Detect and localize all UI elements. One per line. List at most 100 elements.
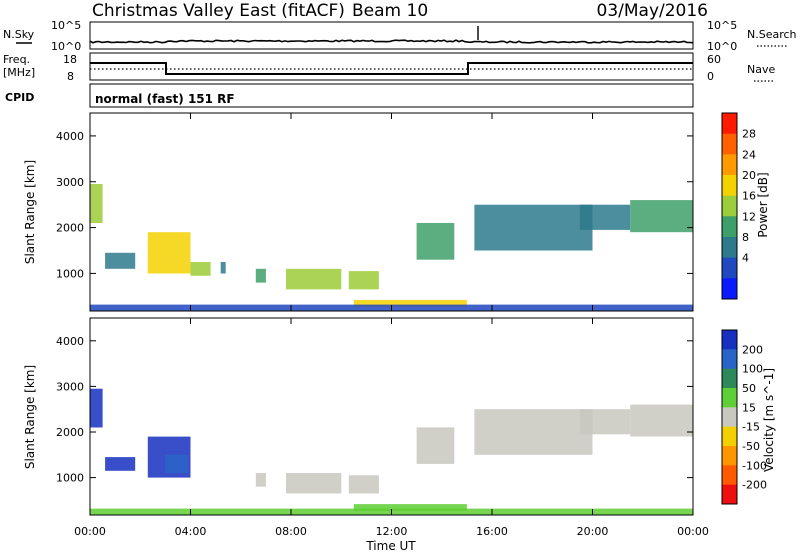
power-panel: 1000 2000 3000 4000 Slant Range [km] 28 24 20…: [23, 112, 770, 312]
power-echo-region: [579, 204, 631, 230]
power-echo-region: [630, 200, 693, 233]
colorbar-swatch: [722, 216, 737, 238]
velocity-echo-region: [474, 409, 593, 455]
freq-left-tick-top: 18: [63, 53, 77, 66]
velocity-ylabel: Slant Range [km]: [23, 365, 37, 469]
power-ylabel: Slant Range [km]: [23, 160, 37, 264]
colorbar-swatch: [722, 237, 737, 259]
x-tick-label: 16:00: [476, 525, 508, 538]
velocity-echo-region: [348, 475, 379, 494]
velocity-echo-region: [579, 409, 631, 435]
colorbar-tick-label: -200: [742, 479, 767, 492]
colorbar-tick-label: 20: [742, 169, 756, 182]
power-x-ticks: [89, 113, 694, 311]
colorbar-swatch: [722, 446, 737, 466]
power-echo-region: [147, 232, 191, 274]
freq-panel: Freq. [MHz] 18 8 60 0 Nave: [3, 52, 775, 83]
colorbar-tick-label: 28: [742, 128, 756, 141]
colorbar-swatch: [722, 195, 737, 217]
colorbar-swatch: [722, 330, 737, 350]
colorbar-tick-label: 16: [742, 190, 756, 203]
velocity-echo-region: [165, 454, 188, 473]
colorbar-swatch: [722, 113, 737, 135]
colorbar-swatch: [722, 257, 737, 279]
cpid-label: CPID: [5, 91, 34, 104]
colorbar-swatch: [722, 407, 737, 428]
noise-right-tick-top: 10^5: [707, 19, 737, 32]
colorbar-frame: [721, 329, 738, 505]
y-tick-label: 4000: [56, 130, 84, 143]
y-tick-label: 1000: [56, 267, 84, 280]
noise-sky-trace: [89, 39, 694, 44]
power-echo-region: [348, 271, 379, 290]
velocity-panel: 1000 2000 3000 4000 00:00 04:00 08:00 12:00 16:…: [23, 317, 776, 538]
x-tick-label: 04:00: [175, 525, 207, 538]
noise-right-tick-bottom: 10^0: [707, 40, 737, 53]
freq-label-2: [MHz]: [3, 66, 35, 79]
velocity-echo-region: [286, 473, 342, 494]
freq-trace: [90, 62, 693, 75]
freq-label-1: Freq.: [3, 53, 30, 66]
noise-frame: [89, 21, 694, 50]
noise-left-tick-top: 10^5: [51, 19, 81, 32]
noise-panel: N.Sky 10^5 10^0 10^5 10^0 N.Search: [3, 19, 797, 53]
beam-label: Beam 10: [352, 1, 428, 21]
power-echo-region: [474, 204, 593, 251]
power-echo-region: [416, 223, 455, 260]
freq-frame: [89, 52, 694, 81]
freq-right-tick-top: 60: [707, 53, 721, 66]
power-y-ticks: 1000 2000 3000 4000: [56, 130, 693, 280]
colorbar-tick-label: 200: [742, 343, 763, 356]
colorbar-swatch: [722, 278, 737, 300]
colorbar-frame: [721, 112, 738, 300]
colorbar-swatch: [722, 349, 737, 370]
nave-label: Nave: [747, 63, 775, 76]
colorbar-swatch: [722, 465, 737, 486]
colorbar-tick-label: -100: [742, 459, 767, 472]
radar-title: Christmas Valley East (fitACF): [92, 1, 345, 21]
colorbar-swatch: [722, 368, 737, 389]
colorbar-swatch: [722, 154, 737, 176]
y-tick-label: 2000: [56, 222, 84, 235]
colorbar-tick-label: 24: [742, 148, 756, 161]
velocity-echo-region: [90, 388, 103, 428]
colorbar-swatch: [722, 388, 737, 408]
noise-left-tick-bottom: 10^0: [51, 40, 81, 53]
power-echo-region: [90, 184, 103, 223]
power-echo-region: [286, 268, 342, 290]
x-tick-label: 20:00: [577, 525, 609, 538]
x-tick-label: 00:00: [74, 525, 106, 538]
velocity-colorbar-label: Velocity [m s^-1]: [762, 368, 776, 472]
velocity-echo-region: [255, 473, 266, 487]
colorbar-tick-label: 4: [742, 252, 749, 265]
velocity-colorbar: 200 100 50 15 -15 -50 -100 -200: [721, 329, 767, 505]
velocity-echo-region: [416, 427, 455, 464]
colorbar-tick-label: 100: [742, 363, 763, 376]
colorbar-tick-label: -50: [742, 440, 760, 453]
velocity-echo-region: [630, 404, 693, 437]
velocity-x-ticks: 00:00 04:00 08:00 12:00 16:00 20:00 00:00: [74, 318, 709, 538]
power-colorbar-label: Power [dB]: [756, 172, 770, 237]
noise-search-label: N.Search: [747, 28, 797, 41]
power-echo-region: [220, 262, 226, 274]
cpid-frame: [89, 83, 694, 108]
velocity-y-ticks: 1000 2000 3000 4000: [56, 335, 693, 485]
power-colorbar: 28 24 20 16 12 8 4: [721, 112, 756, 300]
cpid-text: normal (fast) 151 RF: [95, 92, 235, 106]
freq-left-tick-bottom: 8: [67, 70, 74, 83]
power-echo-region: [190, 262, 211, 276]
x-tick-label: 00:00: [677, 525, 709, 538]
colorbar-swatch: [722, 175, 737, 197]
cpid-panel: CPID normal (fast) 151 RF: [5, 83, 694, 108]
x-axis-label: Time UT: [365, 539, 416, 553]
colorbar-swatch: [722, 426, 737, 447]
power-echo-region: [353, 300, 467, 307]
colorbar-swatch: [722, 133, 737, 155]
colorbar-tick-label: 12: [742, 210, 756, 223]
y-tick-label: 2000: [56, 426, 84, 439]
noise-sky-label: N.Sky: [3, 28, 35, 41]
velocity-echo-region: [105, 457, 136, 471]
date-label: 03/May/2016: [597, 1, 709, 21]
x-tick-label: 08:00: [275, 525, 307, 538]
